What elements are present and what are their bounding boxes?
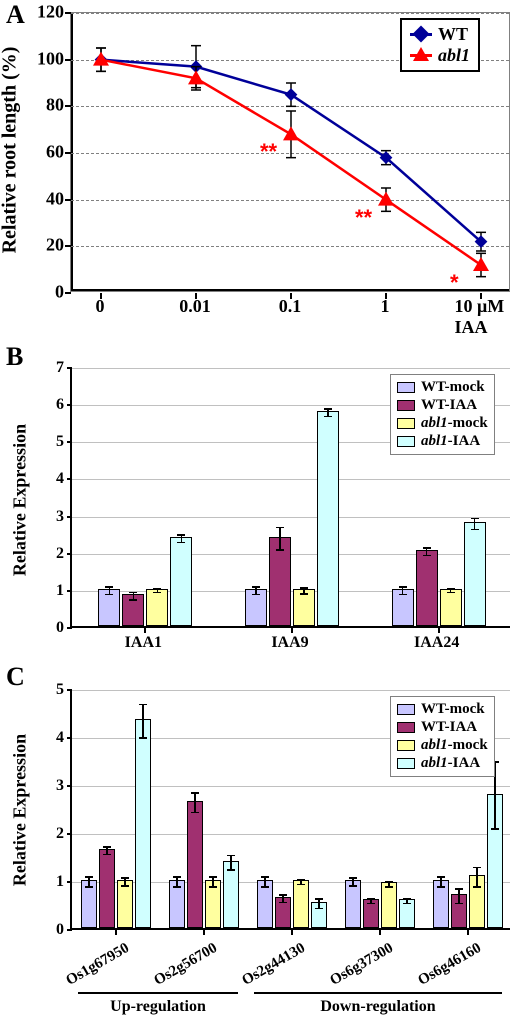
- xtick-a: 0: [96, 296, 105, 317]
- bar: [187, 801, 203, 928]
- bar: [464, 522, 486, 626]
- ytick: 5: [40, 433, 64, 451]
- ytick-a: 120: [24, 2, 64, 23]
- bar: [146, 589, 168, 626]
- ytick: 4: [40, 729, 64, 747]
- y-axis-title-a: Relative root length (%): [0, 47, 22, 254]
- xcat: IAA24: [414, 634, 459, 652]
- xcat: IAA1: [125, 634, 162, 652]
- y-axis-title-c: Relative Expression: [10, 734, 31, 886]
- ytick: 6: [40, 396, 64, 414]
- legend: WT-mockWT-IAAabl1-mockabl1-IAA: [390, 374, 495, 455]
- xcat: Os6g46160: [398, 940, 484, 1000]
- bar: [293, 880, 309, 928]
- ytick-a: 40: [24, 188, 64, 209]
- xtick-a: 0.1: [279, 296, 302, 317]
- xcat: IAA9: [271, 634, 308, 652]
- xcat: Os6g37300: [310, 940, 396, 1000]
- xcat: Os2g56700: [134, 940, 220, 1000]
- bar: [99, 849, 115, 928]
- ytick-a: 0: [24, 282, 64, 303]
- group-label: Down-regulation: [320, 998, 435, 1016]
- bar: [345, 880, 361, 928]
- bar: [135, 719, 151, 928]
- ytick-a: 80: [24, 95, 64, 116]
- legend: WT-mockWT-IAAabl1-mockabl1-IAA: [390, 696, 495, 777]
- y-axis-title-b: Relative Expression: [10, 424, 31, 576]
- bar: [381, 882, 397, 928]
- ytick: 3: [40, 777, 64, 795]
- ytick: 5: [40, 681, 64, 699]
- ytick-a: 100: [24, 48, 64, 69]
- ytick: 2: [40, 825, 64, 843]
- ytick: 1: [40, 582, 64, 600]
- significance-mark: *: [450, 270, 459, 296]
- group-label: Up-regulation: [110, 998, 206, 1016]
- bar: [223, 861, 239, 928]
- ytick: 1: [40, 873, 64, 891]
- panel-label-a: A: [6, 0, 25, 30]
- xcat: Os2g44130: [222, 940, 308, 1000]
- ytick-a: 60: [24, 142, 64, 163]
- legend-a: WTabl1: [400, 18, 480, 72]
- ytick: 4: [40, 470, 64, 488]
- bar: [440, 589, 462, 626]
- panel-label-b: B: [6, 342, 23, 372]
- bar: [170, 537, 192, 626]
- ytick-a: 20: [24, 235, 64, 256]
- ytick: 0: [40, 921, 64, 939]
- ytick: 0: [40, 619, 64, 637]
- ytick: 3: [40, 508, 64, 526]
- panel-label-c: C: [6, 662, 25, 692]
- significance-mark: **: [260, 139, 277, 165]
- xcat: Os1g67950: [46, 940, 132, 1000]
- xtick-a: 1: [381, 296, 390, 317]
- significance-mark: **: [355, 205, 372, 231]
- xtick-a: 10 μM IAA: [455, 296, 506, 338]
- ytick: 7: [40, 359, 64, 377]
- xtick-a: 0.01: [179, 296, 211, 317]
- bar: [117, 880, 133, 928]
- bar: [416, 550, 438, 626]
- bar: [317, 411, 339, 626]
- ytick: 2: [40, 545, 64, 563]
